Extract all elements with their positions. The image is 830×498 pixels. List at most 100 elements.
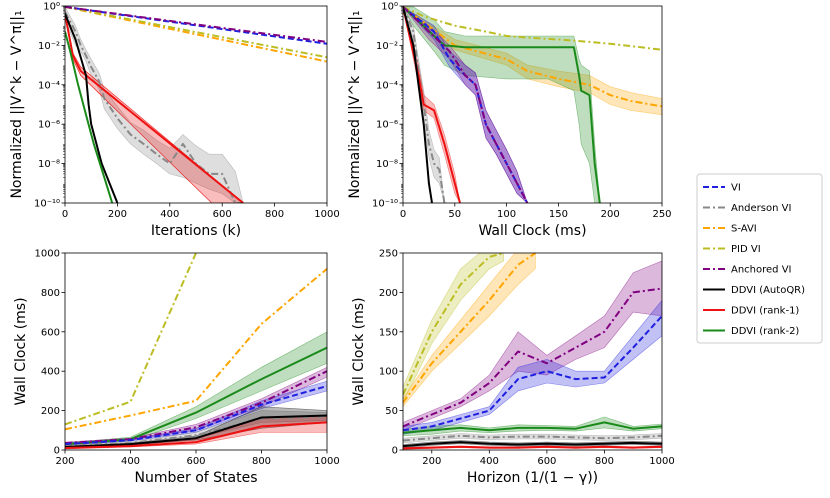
line-anchored-p2 <box>403 6 529 203</box>
line-anderson-p2 <box>403 6 446 203</box>
legend-label-savi: S-AVI <box>731 224 757 235</box>
plot-series-p1 <box>65 6 327 203</box>
y-tick-label-p2: 10⁻⁴ <box>376 80 398 91</box>
line-anchored-p1 <box>65 6 327 43</box>
x-axis-label-p3: Number of States <box>135 470 258 486</box>
plot-area-p2 <box>403 6 662 203</box>
legend-label-anchored: Anchored VI <box>731 265 792 276</box>
legend-label-autoqr: DDVI (AutoQR) <box>731 285 805 296</box>
x-tick-label-p3: 600 <box>186 456 205 467</box>
x-tick-label-p3: 400 <box>121 456 140 467</box>
axes-frame-p1 <box>64 5 328 204</box>
y-tick-label-p2: 10⁰ <box>381 2 398 13</box>
plot-area-p1 <box>65 6 327 203</box>
y-tick-label-p4: 0 <box>392 446 398 457</box>
line-anchored-p3 <box>65 370 327 445</box>
y-tick-label-p4: 100 <box>379 367 398 378</box>
y-tick-label-p4: 150 <box>379 327 398 338</box>
x-tick-label-p1: 400 <box>160 209 179 220</box>
y-tick-label-p2: 10⁻¹⁰ <box>372 199 398 210</box>
y-axis-label-p4: Wall Clock (ms) <box>351 297 367 405</box>
y-tick-label-p2: 10⁻² <box>376 41 398 52</box>
x-tick-label-p4: 800 <box>595 456 614 467</box>
x-tick-label-p2: 0 <box>400 209 406 220</box>
y-tick-label-p2: 10⁻⁸ <box>376 159 398 170</box>
x-tick-label-p2: 50 <box>448 209 461 220</box>
line-vi-p4 <box>403 315 662 432</box>
chart-p2: 0 50 100 150 200 250 10⁰ 10⁻² 10⁻⁴ 10⁻⁶ 10⁻⁸ 10⁻¹⁰ W… <box>347 2 672 240</box>
line-rank1-p4 <box>403 445 662 450</box>
line-rank1-p2 <box>403 6 461 203</box>
line-autoqr-p1 <box>65 13 119 203</box>
y-tick-label-p1: 10⁰ <box>43 2 60 13</box>
y-tick-label-p3: 0 <box>54 446 60 457</box>
x-axis-label-p2: Wall Clock (ms) <box>478 223 586 239</box>
band-savi-p4 <box>403 253 536 408</box>
y-tick-label-p4: 200 <box>379 288 398 299</box>
x-tick-label-p1: 1000 <box>314 209 339 220</box>
axes-frame-p4 <box>402 252 663 451</box>
y-tick-label-p1: 10⁻⁴ <box>38 80 60 91</box>
band-rank2-p4 <box>403 416 662 437</box>
line-rank1-p3 <box>65 421 327 449</box>
x-axis-label-p1: Iterations (k) <box>151 223 241 239</box>
plot-series-p4 <box>403 253 662 450</box>
legend-label-anderson: Anderson VI <box>731 203 791 214</box>
y-tick-label-p4: 50 <box>385 406 398 417</box>
line-savi-p4 <box>403 253 536 404</box>
x-axis-label-p4: Horizon (1/(1 − γ)) <box>467 470 598 486</box>
x-tick-label-p3: 200 <box>55 456 74 467</box>
x-tick-label-p1: 200 <box>108 209 127 220</box>
y-tick-label-p4: 250 <box>379 249 398 260</box>
line-anderson-p4 <box>403 434 662 442</box>
legend: VI Anderson VI S-AVI PID VI Anchored VI DDVI … <box>696 173 823 344</box>
legend-label-rank2: DDVI (rank-2) <box>731 326 799 337</box>
band-rank1-p1 <box>65 13 244 203</box>
x-tick-label-p3: 1000 <box>314 456 339 467</box>
band-anchored-p2 <box>403 6 528 203</box>
y-tick-label-p3: 800 <box>41 288 60 299</box>
legend-frame <box>696 173 823 344</box>
line-rank2-p1 <box>65 31 114 203</box>
y-tick-label-p3: 600 <box>41 327 60 338</box>
line-anchored-p4 <box>403 287 662 428</box>
line-rank1-p1 <box>65 13 244 203</box>
x-tick-label-p4: 600 <box>537 456 556 467</box>
band-anderson-p1 <box>65 6 244 203</box>
x-tick-label-p1: 800 <box>265 209 284 220</box>
line-savi-p2 <box>403 6 662 108</box>
band-pid-p4 <box>403 253 505 403</box>
x-tick-label-p1: 0 <box>62 209 68 220</box>
line-autoqr-p4 <box>403 441 662 448</box>
line-rank2-p4 <box>403 421 662 434</box>
line-anderson-p1 <box>65 11 244 203</box>
plot-area-p4 <box>403 253 662 450</box>
x-tick-label-p3: 800 <box>252 456 271 467</box>
y-axis-label-p1: Normalized ||V^k − V^π||₁ <box>9 10 25 198</box>
axes-frame-p2 <box>402 5 663 204</box>
x-tick-label-p4: 1000 <box>649 456 674 467</box>
band-anchored-p4 <box>403 260 662 431</box>
x-tick-label-p4: 200 <box>422 456 441 467</box>
y-tick-label-p1: 10⁻⁶ <box>38 120 60 131</box>
y-tick-label-p3: 1000 <box>35 249 60 260</box>
plot-series-p3 <box>65 253 327 450</box>
chart-p3: 200 400 600 800 100002004006008001000Number … <box>13 249 340 487</box>
line-pid-p4 <box>403 253 504 396</box>
y-tick-label-p1: 10⁻² <box>38 41 60 52</box>
x-tick-label-p1: 600 <box>213 209 232 220</box>
y-tick-label-p3: 400 <box>41 367 60 378</box>
line-autoqr-p2 <box>403 6 433 203</box>
y-axis-label-p2: Normalized ||V^k − V^π||₁ <box>347 10 363 198</box>
y-axis-label-p3: Wall Clock (ms) <box>13 297 29 405</box>
x-tick-label-p4: 400 <box>480 456 499 467</box>
line-vi-p1 <box>65 6 327 45</box>
chart-p1: 0 200 400 600 800 1000 10⁰ 10⁻² 10⁻⁴ 10⁻⁶ 10⁻⁸ 10⁻¹… <box>9 2 340 240</box>
plot-series-p2 <box>403 6 662 203</box>
y-tick-label-p1: 10⁻⁸ <box>38 159 60 170</box>
legend-label-vi: VI <box>731 183 741 194</box>
y-tick-label-p3: 200 <box>41 406 60 417</box>
line-rank2-p3 <box>65 346 327 446</box>
chart-p4: 200 400 600 800 1000 0 50 100 150 200 250 Horizon (… <box>351 249 675 487</box>
